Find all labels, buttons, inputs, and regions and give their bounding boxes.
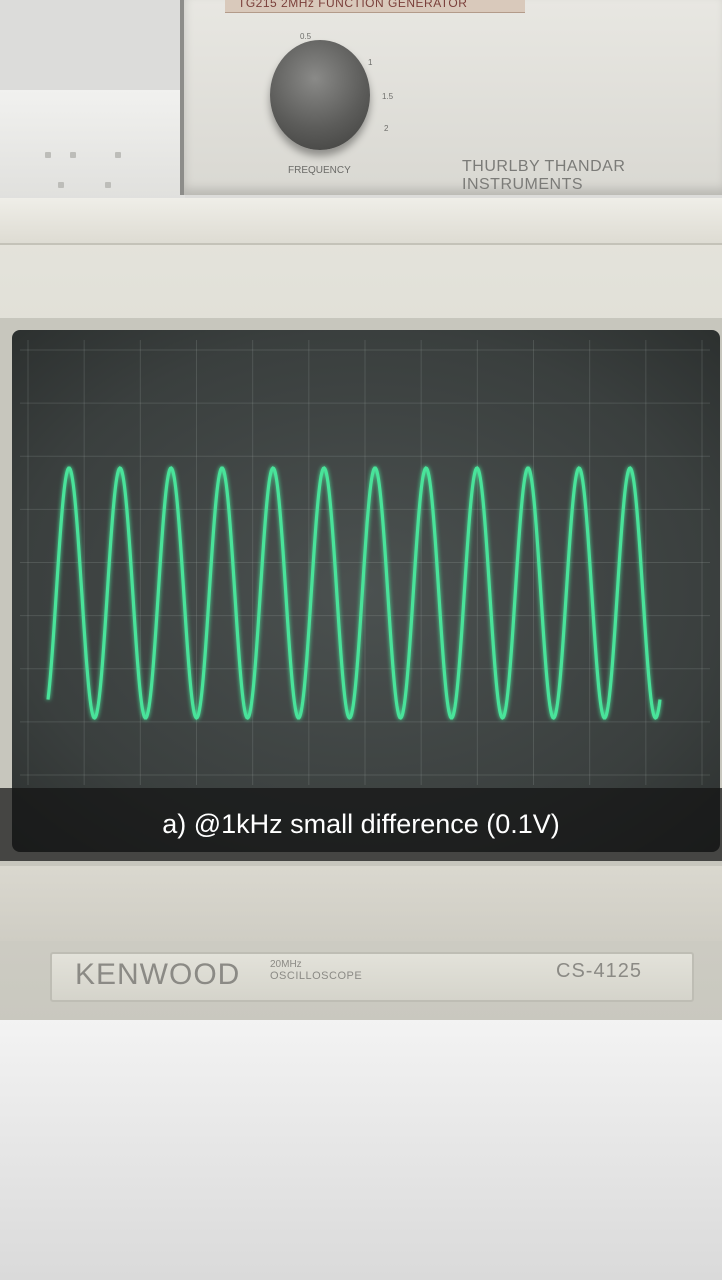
graticule — [20, 340, 710, 785]
model-number: CS-4125 — [556, 960, 642, 982]
oscilloscope-top-handle — [0, 198, 722, 245]
waveform-display — [46, 466, 662, 720]
function-generator-brand: THURLBY THANDAR INSTRUMENTS — [462, 158, 626, 193]
frequency-knob-label: FREQUENCY — [288, 165, 351, 176]
socket-hole — [115, 152, 121, 158]
instrument-type-label: OSCILLOSCOPE — [270, 970, 363, 982]
knob-tick-label: 1.5 — [382, 92, 394, 101]
socket-hole — [105, 182, 111, 188]
socket-hole — [70, 152, 76, 158]
frequency-knob[interactable] — [270, 40, 370, 150]
caption-text: a) @1kHz small difference (0.1V) — [162, 809, 560, 839]
brand-logo: KENWOOD — [75, 958, 241, 991]
caption-bar: a) @1kHz small difference (0.1V) — [0, 788, 722, 861]
wall-socket — [0, 90, 185, 200]
socket-hole — [45, 152, 51, 158]
knob-tick-label: 0.5 — [300, 32, 312, 41]
knob-tick-label: 1 — [368, 58, 373, 67]
knob-tick-label: 2 — [384, 124, 389, 133]
bench-surface — [0, 1020, 722, 1280]
lower-bezel — [0, 866, 722, 941]
function-generator-label-band — [225, 0, 525, 13]
crt-screen — [12, 330, 720, 852]
bandwidth-label: 20MHz — [270, 959, 302, 970]
sine-wave-trace — [46, 466, 662, 720]
function-generator-model-label: TG215 2MHz FUNCTION GENERATOR — [238, 0, 468, 10]
socket-hole — [58, 182, 64, 188]
nameplate — [50, 952, 694, 1002]
